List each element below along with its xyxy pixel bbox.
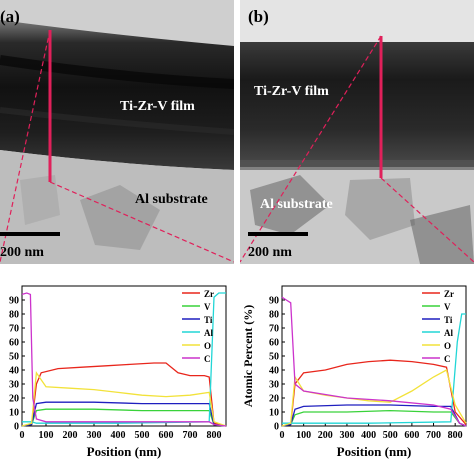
legend-label-c: C [444, 354, 451, 364]
x-tick-label: 0 [280, 430, 285, 441]
plot-frame [281, 285, 467, 427]
y-tick-label: 20 [9, 394, 19, 405]
scale-bar [248, 232, 308, 236]
y-tick-label: 90 [9, 296, 19, 307]
x-tick-label: 700 [183, 430, 198, 441]
scale-bar-label: 200 nm [0, 245, 44, 260]
guide-line [49, 181, 234, 263]
film-band [0, 20, 234, 170]
legend-label-o: O [444, 341, 451, 351]
y-tick-label: 60 [269, 338, 279, 349]
tem-image-a: (a) Ti-Zr-V film Al substrate 200 nm [0, 0, 234, 264]
legend-label-ti: Ti [204, 315, 213, 325]
y-tick-label: 30 [9, 380, 19, 391]
y-tick-label: 10 [9, 408, 19, 419]
series-line-c [21, 292, 227, 427]
grain [345, 178, 415, 240]
film-label: Ti-Zr-V film [120, 99, 195, 114]
x-tick-label: 800 [448, 430, 463, 441]
x-tick-label: 600 [404, 430, 419, 441]
grain [250, 175, 330, 235]
series-line-al [282, 313, 466, 424]
legend-label-zr: Zr [444, 289, 454, 299]
x-tick-label: 0 [20, 430, 25, 441]
x-tick-label: 200 [63, 430, 78, 441]
y-axis-label: Atomic Percent (%) [241, 305, 255, 407]
substrate-label: Al substrate [135, 192, 208, 207]
x-axis-label: Position (nm) [337, 444, 412, 459]
legend-label-o: O [204, 341, 211, 351]
series-line-v [281, 409, 467, 427]
y-tick-label: 80 [9, 310, 19, 321]
scale-bar-label: 200 nm [248, 245, 292, 260]
y-tick-label: 10 [269, 408, 279, 419]
grain [410, 205, 474, 264]
series-line-o [21, 370, 227, 427]
y-tick-label: 30 [269, 380, 279, 391]
legend-label-al: Al [444, 328, 453, 338]
film-label: Ti-Zr-V film [254, 84, 329, 99]
film-band [240, 42, 474, 167]
x-tick-label: 400 [111, 430, 126, 441]
line-profile-chart-a: 0 100 200 300 400 500 600 700 800010203040506070… [9, 285, 227, 459]
panel-divider [236, 0, 238, 474]
tem-image-b: (b) Ti-Zr-V film Al substrate 200 nm [240, 0, 474, 264]
series-line-v [21, 408, 227, 427]
plot-frame [21, 285, 227, 427]
panel-label-b: (b) [248, 7, 269, 26]
x-tick-label: 100 [39, 430, 54, 441]
y-tick-label: 40 [9, 366, 19, 377]
y-tick-label: 80 [269, 310, 279, 321]
x-tick-label: 500 [383, 430, 398, 441]
grain [20, 175, 60, 225]
x-tick-label: 600 [159, 430, 174, 441]
vacuum-region [240, 0, 474, 42]
x-tick-label: 700 [426, 430, 441, 441]
y-tick-label: 20 [269, 394, 279, 405]
film-stripe [0, 55, 234, 89]
x-tick-label: 200 [318, 430, 333, 441]
guide-line [240, 35, 382, 263]
legend-label-v: V [204, 302, 211, 312]
y-tick-label: 40 [269, 366, 279, 377]
x-tick-label: 500 [135, 430, 150, 441]
legend-label-al: Al [204, 328, 213, 338]
legend-label-ti: Ti [444, 315, 453, 325]
line-profile-chart-b: 0 100 200 300 400 500 600 700 800010203040506070… [241, 285, 467, 459]
legend-label-v: V [444, 302, 451, 312]
grain [80, 185, 160, 250]
interface-layer [240, 160, 474, 170]
x-axis-label: Position (nm) [87, 444, 162, 459]
film-stripe [0, 107, 234, 135]
tem-image-b-graphic: (b) Ti-Zr-V film Al substrate 200 nm [240, 0, 474, 264]
tem-image-a-graphic: (a) Ti-Zr-V film Al substrate 200 nm [0, 0, 234, 264]
vacuum-region [0, 0, 234, 46]
x-tick-label: 800 [207, 430, 222, 441]
series-line-al [22, 292, 226, 424]
guide-line [380, 177, 474, 263]
x-tick-label: 100 [296, 430, 311, 441]
x-tick-label: 300 [339, 430, 354, 441]
substrate-label: Al substrate [260, 197, 333, 212]
y-tick-label: 0 [14, 422, 19, 433]
y-tick-label: 70 [269, 324, 279, 335]
y-tick-label: 50 [269, 352, 279, 363]
series-line-zr [21, 362, 227, 427]
legend-label-zr: Zr [204, 289, 214, 299]
series-line-ti [281, 404, 467, 427]
y-tick-label: 90 [269, 296, 279, 307]
legend-label-c: C [204, 354, 211, 364]
scale-bar [0, 232, 60, 236]
series-line-c [281, 296, 467, 427]
y-tick-label: 50 [9, 352, 19, 363]
y-tick-label: 0 [274, 422, 279, 433]
panel-label-a: (a) [0, 7, 20, 26]
y-tick-label: 70 [9, 324, 19, 335]
x-tick-label: 400 [361, 430, 376, 441]
series-line-ti [21, 401, 227, 427]
x-tick-label: 300 [87, 430, 102, 441]
y-tick-label: 60 [9, 338, 19, 349]
